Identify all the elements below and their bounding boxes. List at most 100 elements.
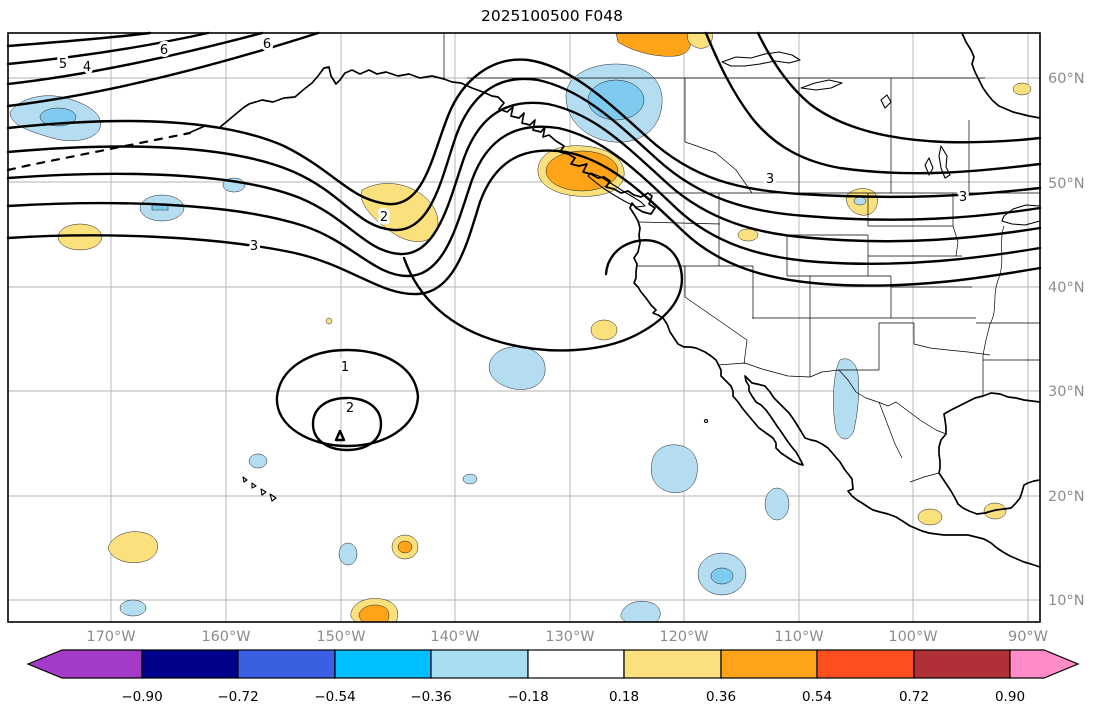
shaded-region-positive <box>325 317 333 325</box>
shaded-region-positive <box>107 531 158 563</box>
us-mexico-border <box>717 362 947 435</box>
shaded-region-positive <box>57 223 103 251</box>
shaded-region-positive-core <box>358 604 390 623</box>
colorbar-extend-left <box>26 649 143 679</box>
aleutian-islands-coast <box>6 131 192 172</box>
y-tick-label: 10°N <box>1048 593 1085 609</box>
colorbar-segment <box>334 649 432 679</box>
y-tick-label: 20°N <box>1048 489 1085 505</box>
y-axis-ticks: 60°N 50°N 40°N 30°N 20°N 10°N <box>1048 71 1085 609</box>
us-canada-state-borders <box>443 33 1040 396</box>
x-tick-label: 140°W <box>430 629 479 645</box>
contour-closed-low-center <box>334 429 346 442</box>
shaded-region-negative-core <box>587 79 645 121</box>
map-frame <box>7 32 1041 623</box>
contour-line <box>756 31 1042 144</box>
shaded-region-negative <box>764 487 790 521</box>
gridlines-horizontal <box>8 77 1040 601</box>
shaded-region-negative-core <box>39 107 77 127</box>
x-tick-label: 160°W <box>201 629 250 645</box>
colorbar-tick-label: −0.36 <box>410 689 451 705</box>
contour-line <box>6 31 320 108</box>
contour-label: 1 <box>341 360 349 375</box>
lake-athabasca <box>800 79 843 91</box>
contour-line <box>6 101 1042 256</box>
reindeer-lake <box>880 94 892 109</box>
shaded-region-negative <box>488 346 546 390</box>
x-tick-label: 100°W <box>888 629 937 645</box>
shaded-region-negative <box>119 599 147 617</box>
shaded-region-negative <box>338 542 358 566</box>
contour-label: 3 <box>959 190 967 205</box>
contour-label: 2 <box>346 401 354 416</box>
colorbar-segment <box>527 649 625 679</box>
x-tick-label: 90°W <box>1008 629 1048 645</box>
contour-line <box>6 149 1042 296</box>
contour-line <box>6 125 1042 278</box>
colorbar: −0.90 −0.72 −0.54 −0.36 −0.18 0.18 0.36 … <box>26 649 1080 705</box>
colorbar-tick-label: −0.72 <box>217 689 258 705</box>
lake-winnipeg <box>938 145 951 179</box>
colorbar-segment <box>430 649 529 679</box>
shaded-region-negative <box>651 444 698 493</box>
contour-label: 6 <box>263 37 271 52</box>
shaded-region-positive <box>615 32 691 57</box>
contour-label: 3 <box>766 172 774 187</box>
colorbar-segment <box>816 649 915 679</box>
colorbar-tick-labels: −0.90 −0.72 −0.54 −0.36 −0.18 0.18 0.36 … <box>121 689 1025 705</box>
shaded-region-positive <box>590 319 618 341</box>
hudson-bay-coastline <box>961 32 1041 119</box>
shaded-region-negative <box>248 453 268 469</box>
y-tick-label: 30°N <box>1048 384 1085 400</box>
spread-contours <box>6 31 1042 452</box>
coastlines <box>6 32 1041 568</box>
colorbar-tick-label: 0.54 <box>802 689 832 705</box>
shaded-region-negative <box>853 196 867 206</box>
anomaly-shading <box>9 32 1032 623</box>
x-tick-label: 170°W <box>86 629 135 645</box>
hawaiian-islands <box>242 476 277 502</box>
shaded-region-positive <box>1012 82 1032 96</box>
colorbar-segment <box>913 649 1011 679</box>
shaded-region-negative <box>833 358 860 440</box>
y-tick-label: 50°N <box>1048 176 1085 192</box>
colorbar-tick-label: 0.36 <box>706 689 736 705</box>
shaded-region-positive-core <box>545 150 619 192</box>
shaded-region-negative <box>462 473 478 485</box>
contour-line <box>402 239 684 352</box>
contour-closed-low-inner <box>311 396 383 452</box>
shaded-region-positive <box>917 508 943 526</box>
offshore-island <box>703 418 709 424</box>
colorbar-segment <box>141 649 239 679</box>
colorbar-tick-label: −0.54 <box>314 689 355 705</box>
colorbar-segment <box>237 649 336 679</box>
contour-line <box>6 31 210 66</box>
colorbar-tick-label: −0.18 <box>507 689 548 705</box>
x-tick-label: 120°W <box>659 629 708 645</box>
shaded-region-negative-core <box>710 567 734 585</box>
shaded-region-negative <box>620 601 661 623</box>
colorbar-tick-label: −0.90 <box>121 689 162 705</box>
x-tick-label: 110°W <box>774 629 823 645</box>
contour-label: 6 <box>160 43 168 58</box>
political-borders <box>443 33 1040 483</box>
shaded-region-positive <box>687 32 713 49</box>
contour-line <box>6 58 1042 206</box>
y-tick-label: 40°N <box>1048 280 1085 296</box>
contour-label: 3 <box>250 239 258 254</box>
colorbar-segment <box>623 649 722 679</box>
lake-superior <box>1001 204 1041 226</box>
lake-winnipegosis <box>924 157 934 176</box>
figure-title: 2025100500 F048 <box>481 7 623 25</box>
vancouver-island-coast <box>587 172 646 208</box>
contour-label: 2 <box>380 210 388 225</box>
colorbar-tick-label: 0.72 <box>899 689 929 705</box>
contour-line <box>6 31 152 48</box>
x-tick-label: 130°W <box>545 629 594 645</box>
mexico-state-borders <box>878 401 940 483</box>
contour-line <box>6 31 264 86</box>
colorbar-extend-right <box>1009 649 1080 679</box>
y-tick-label: 60°N <box>1048 71 1085 87</box>
